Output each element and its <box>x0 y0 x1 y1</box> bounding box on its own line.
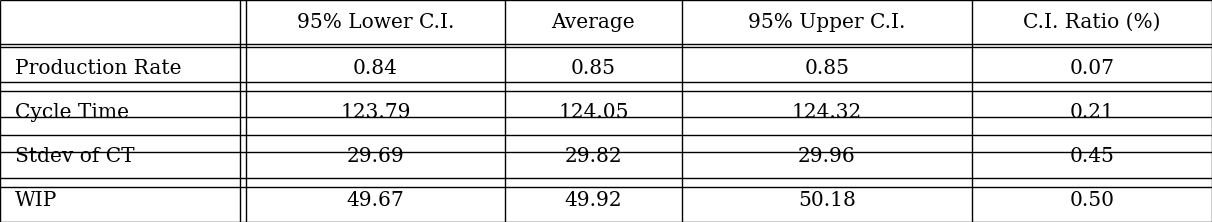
Text: 0.21: 0.21 <box>1070 103 1115 122</box>
Text: 123.79: 123.79 <box>341 103 411 122</box>
Text: Production Rate: Production Rate <box>15 59 181 78</box>
Text: 0.85: 0.85 <box>805 59 850 78</box>
Text: 0.07: 0.07 <box>1069 59 1115 78</box>
Text: 49.67: 49.67 <box>347 191 405 210</box>
Text: C.I. Ratio (%): C.I. Ratio (%) <box>1023 13 1161 32</box>
Text: 0.45: 0.45 <box>1070 147 1115 166</box>
Text: 124.05: 124.05 <box>558 103 629 122</box>
Text: 50.18: 50.18 <box>797 191 856 210</box>
Text: 29.82: 29.82 <box>565 147 622 166</box>
Text: 95% Lower C.I.: 95% Lower C.I. <box>297 13 454 32</box>
Text: 95% Upper C.I.: 95% Upper C.I. <box>748 13 905 32</box>
Text: Stdev of CT: Stdev of CT <box>15 147 135 166</box>
Text: Cycle Time: Cycle Time <box>15 103 128 122</box>
Text: 124.32: 124.32 <box>791 103 862 122</box>
Text: Average: Average <box>551 13 635 32</box>
Text: WIP: WIP <box>15 191 57 210</box>
Text: 0.85: 0.85 <box>571 59 616 78</box>
Text: 0.84: 0.84 <box>353 59 398 78</box>
Text: 29.69: 29.69 <box>347 147 405 166</box>
Text: 0.50: 0.50 <box>1069 191 1115 210</box>
Text: 29.96: 29.96 <box>797 147 856 166</box>
Text: 49.92: 49.92 <box>565 191 622 210</box>
